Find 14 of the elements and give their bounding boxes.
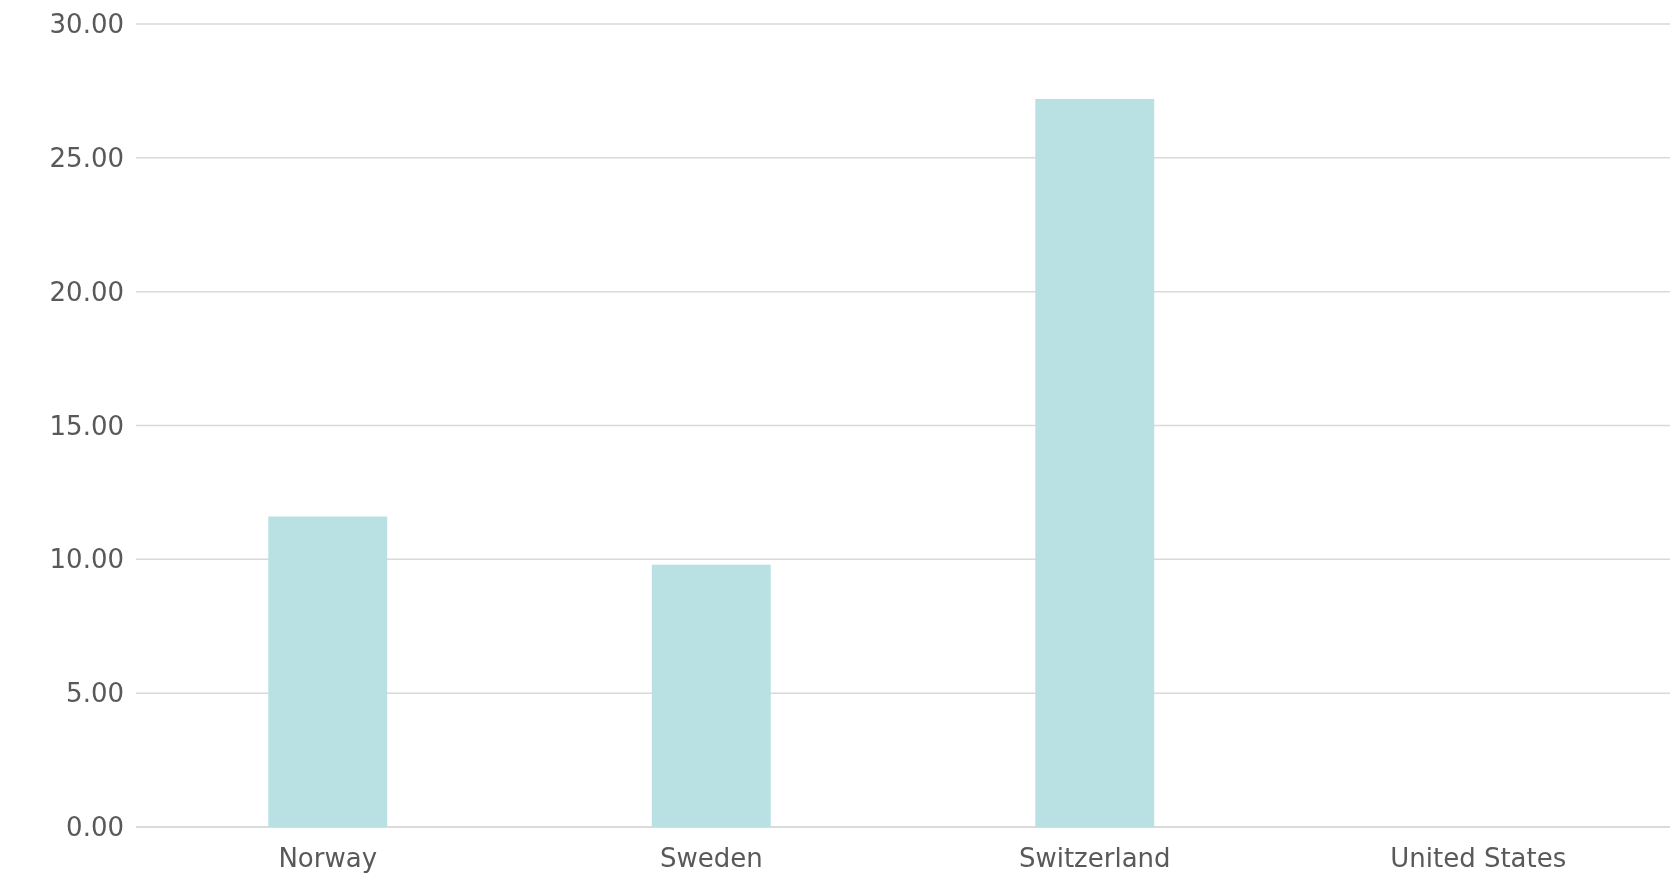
y-tick-label: 25.00 xyxy=(49,142,124,173)
y-tick-label: 10.00 xyxy=(49,544,124,575)
bar xyxy=(268,516,388,827)
y-tick-label: 30.00 xyxy=(49,9,124,40)
bar xyxy=(651,564,771,827)
x-tick-label: Sweden xyxy=(659,843,763,873)
y-tick-label: 0.00 xyxy=(66,812,124,843)
y-tick-label: 5.00 xyxy=(66,678,124,709)
bar xyxy=(1035,98,1155,827)
y-tick-label: 15.00 xyxy=(49,410,124,441)
x-tick-label: United States xyxy=(1390,843,1567,873)
y-tick-label: 20.00 xyxy=(49,276,124,307)
x-tick-label: Switzerland xyxy=(1018,843,1171,873)
x-tick-label: Norway xyxy=(278,843,378,873)
